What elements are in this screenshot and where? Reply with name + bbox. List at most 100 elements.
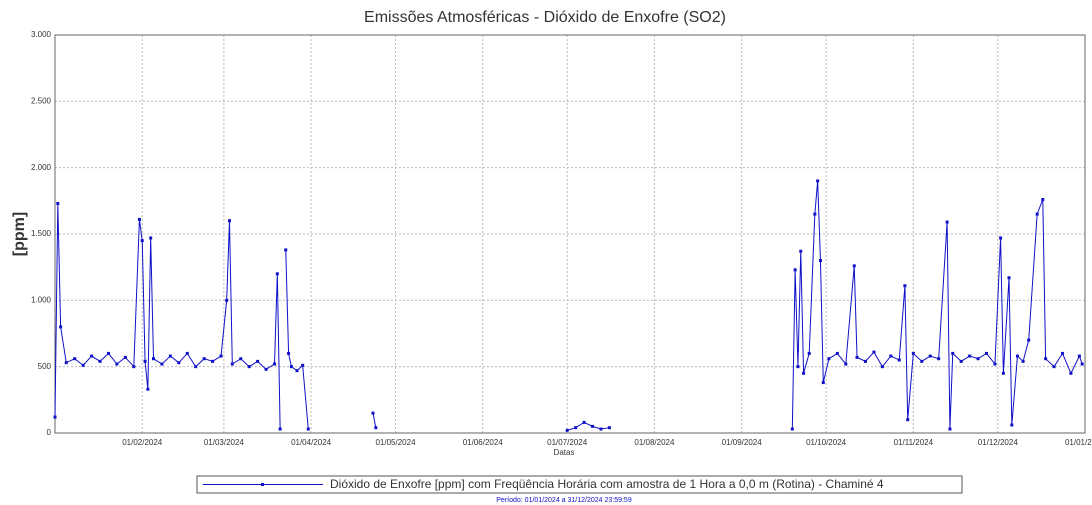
data-point — [948, 427, 952, 431]
series-line — [791, 180, 1083, 430]
data-point — [185, 351, 189, 355]
data-point — [821, 381, 825, 385]
data-point — [993, 362, 997, 366]
plot-frame — [54, 34, 1086, 434]
data-point — [968, 354, 972, 358]
x-tick-label: 01/04/2024 — [291, 438, 332, 447]
data-point — [799, 249, 803, 253]
data-point — [123, 355, 127, 359]
data-point — [247, 365, 251, 369]
data-point — [607, 426, 611, 430]
data-point — [903, 284, 907, 288]
data-point — [115, 362, 119, 366]
data-point — [906, 418, 910, 422]
data-point — [872, 350, 876, 354]
data-point — [98, 359, 102, 363]
legend-box — [196, 475, 963, 494]
data-point — [985, 351, 989, 355]
y-tick-label: 2.000 — [31, 163, 52, 172]
data-point — [202, 357, 206, 361]
legend-marker — [261, 483, 264, 486]
data-point — [582, 420, 586, 424]
data-point — [219, 354, 223, 358]
data-point — [211, 359, 215, 363]
data-point — [1052, 365, 1056, 369]
data-point — [273, 362, 277, 366]
data-point — [1080, 362, 1084, 366]
x-tick-label: 01/03/2024 — [204, 438, 245, 447]
y-tick-label: 1.000 — [31, 295, 52, 304]
data-point — [928, 354, 932, 358]
data-point — [1001, 371, 1005, 375]
data-point — [818, 259, 822, 263]
data-point — [137, 217, 141, 221]
data-point — [177, 361, 181, 365]
y-tick-label: 500 — [38, 362, 52, 371]
data-point — [1007, 276, 1011, 280]
data-point — [168, 354, 172, 358]
data-point — [90, 354, 94, 358]
data-point — [1015, 354, 1019, 358]
series-line — [285, 249, 309, 430]
data-point — [132, 365, 136, 369]
data-point — [790, 427, 794, 431]
data-point — [574, 426, 578, 430]
x-tick-label: 01/11/2024 — [894, 438, 934, 447]
data-point — [827, 357, 831, 361]
y-axis-label: [ppm] — [11, 212, 28, 256]
data-point — [239, 357, 243, 361]
data-point — [264, 367, 268, 371]
x-tick-label: 01/07/2024 — [547, 438, 588, 447]
data-point — [880, 365, 884, 369]
data-point — [371, 411, 375, 415]
data-point — [1044, 357, 1048, 361]
data-point — [256, 359, 260, 363]
data-point — [225, 298, 229, 302]
data-point — [796, 365, 800, 369]
data-point — [227, 219, 231, 223]
data-point — [1027, 338, 1031, 342]
data-point — [151, 357, 155, 361]
data-point — [863, 359, 867, 363]
data-point — [301, 363, 305, 367]
data-point — [287, 351, 291, 355]
series-line — [372, 413, 377, 428]
data-point — [951, 351, 955, 355]
data-point — [1069, 371, 1073, 375]
y-tick-label: 2.500 — [31, 96, 52, 105]
data-point — [855, 355, 859, 359]
data-point — [889, 354, 893, 358]
data-point — [374, 426, 378, 430]
data-point — [565, 428, 569, 432]
data-point — [976, 357, 980, 361]
data-point — [143, 359, 147, 363]
data-point — [81, 363, 85, 367]
data-point — [802, 371, 806, 375]
x-tick-label: 01/12/2024 — [978, 438, 1019, 447]
y-tick-label: 3.000 — [31, 30, 52, 39]
data-point — [591, 424, 595, 428]
data-point — [289, 365, 293, 369]
y-tick-label: 1.500 — [31, 229, 52, 238]
data-point — [937, 357, 941, 361]
data-point — [160, 362, 164, 366]
legend-label: Dióxido de Enxofre [ppm] com Freqüência … — [330, 477, 884, 491]
series-line — [54, 203, 281, 430]
data-point — [816, 179, 820, 183]
footer: Período: 01/01/2024 a 31/12/2024 23:59:5… — [496, 497, 632, 504]
data-point — [275, 272, 279, 276]
x-tick-label: 01/06/2024 — [463, 438, 504, 447]
data-point — [852, 264, 856, 268]
data-point — [284, 248, 288, 252]
data-point — [53, 415, 57, 419]
data-point — [813, 212, 817, 216]
data-point — [844, 362, 848, 366]
x-tick-label: 01/01/2025 — [1065, 438, 1092, 447]
data-point — [59, 325, 63, 329]
data-point — [146, 387, 150, 391]
y-tick-label: 0 — [47, 428, 52, 437]
data-point — [230, 362, 234, 366]
data-point — [793, 268, 797, 272]
x-tick-label: 01/09/2024 — [722, 438, 763, 447]
